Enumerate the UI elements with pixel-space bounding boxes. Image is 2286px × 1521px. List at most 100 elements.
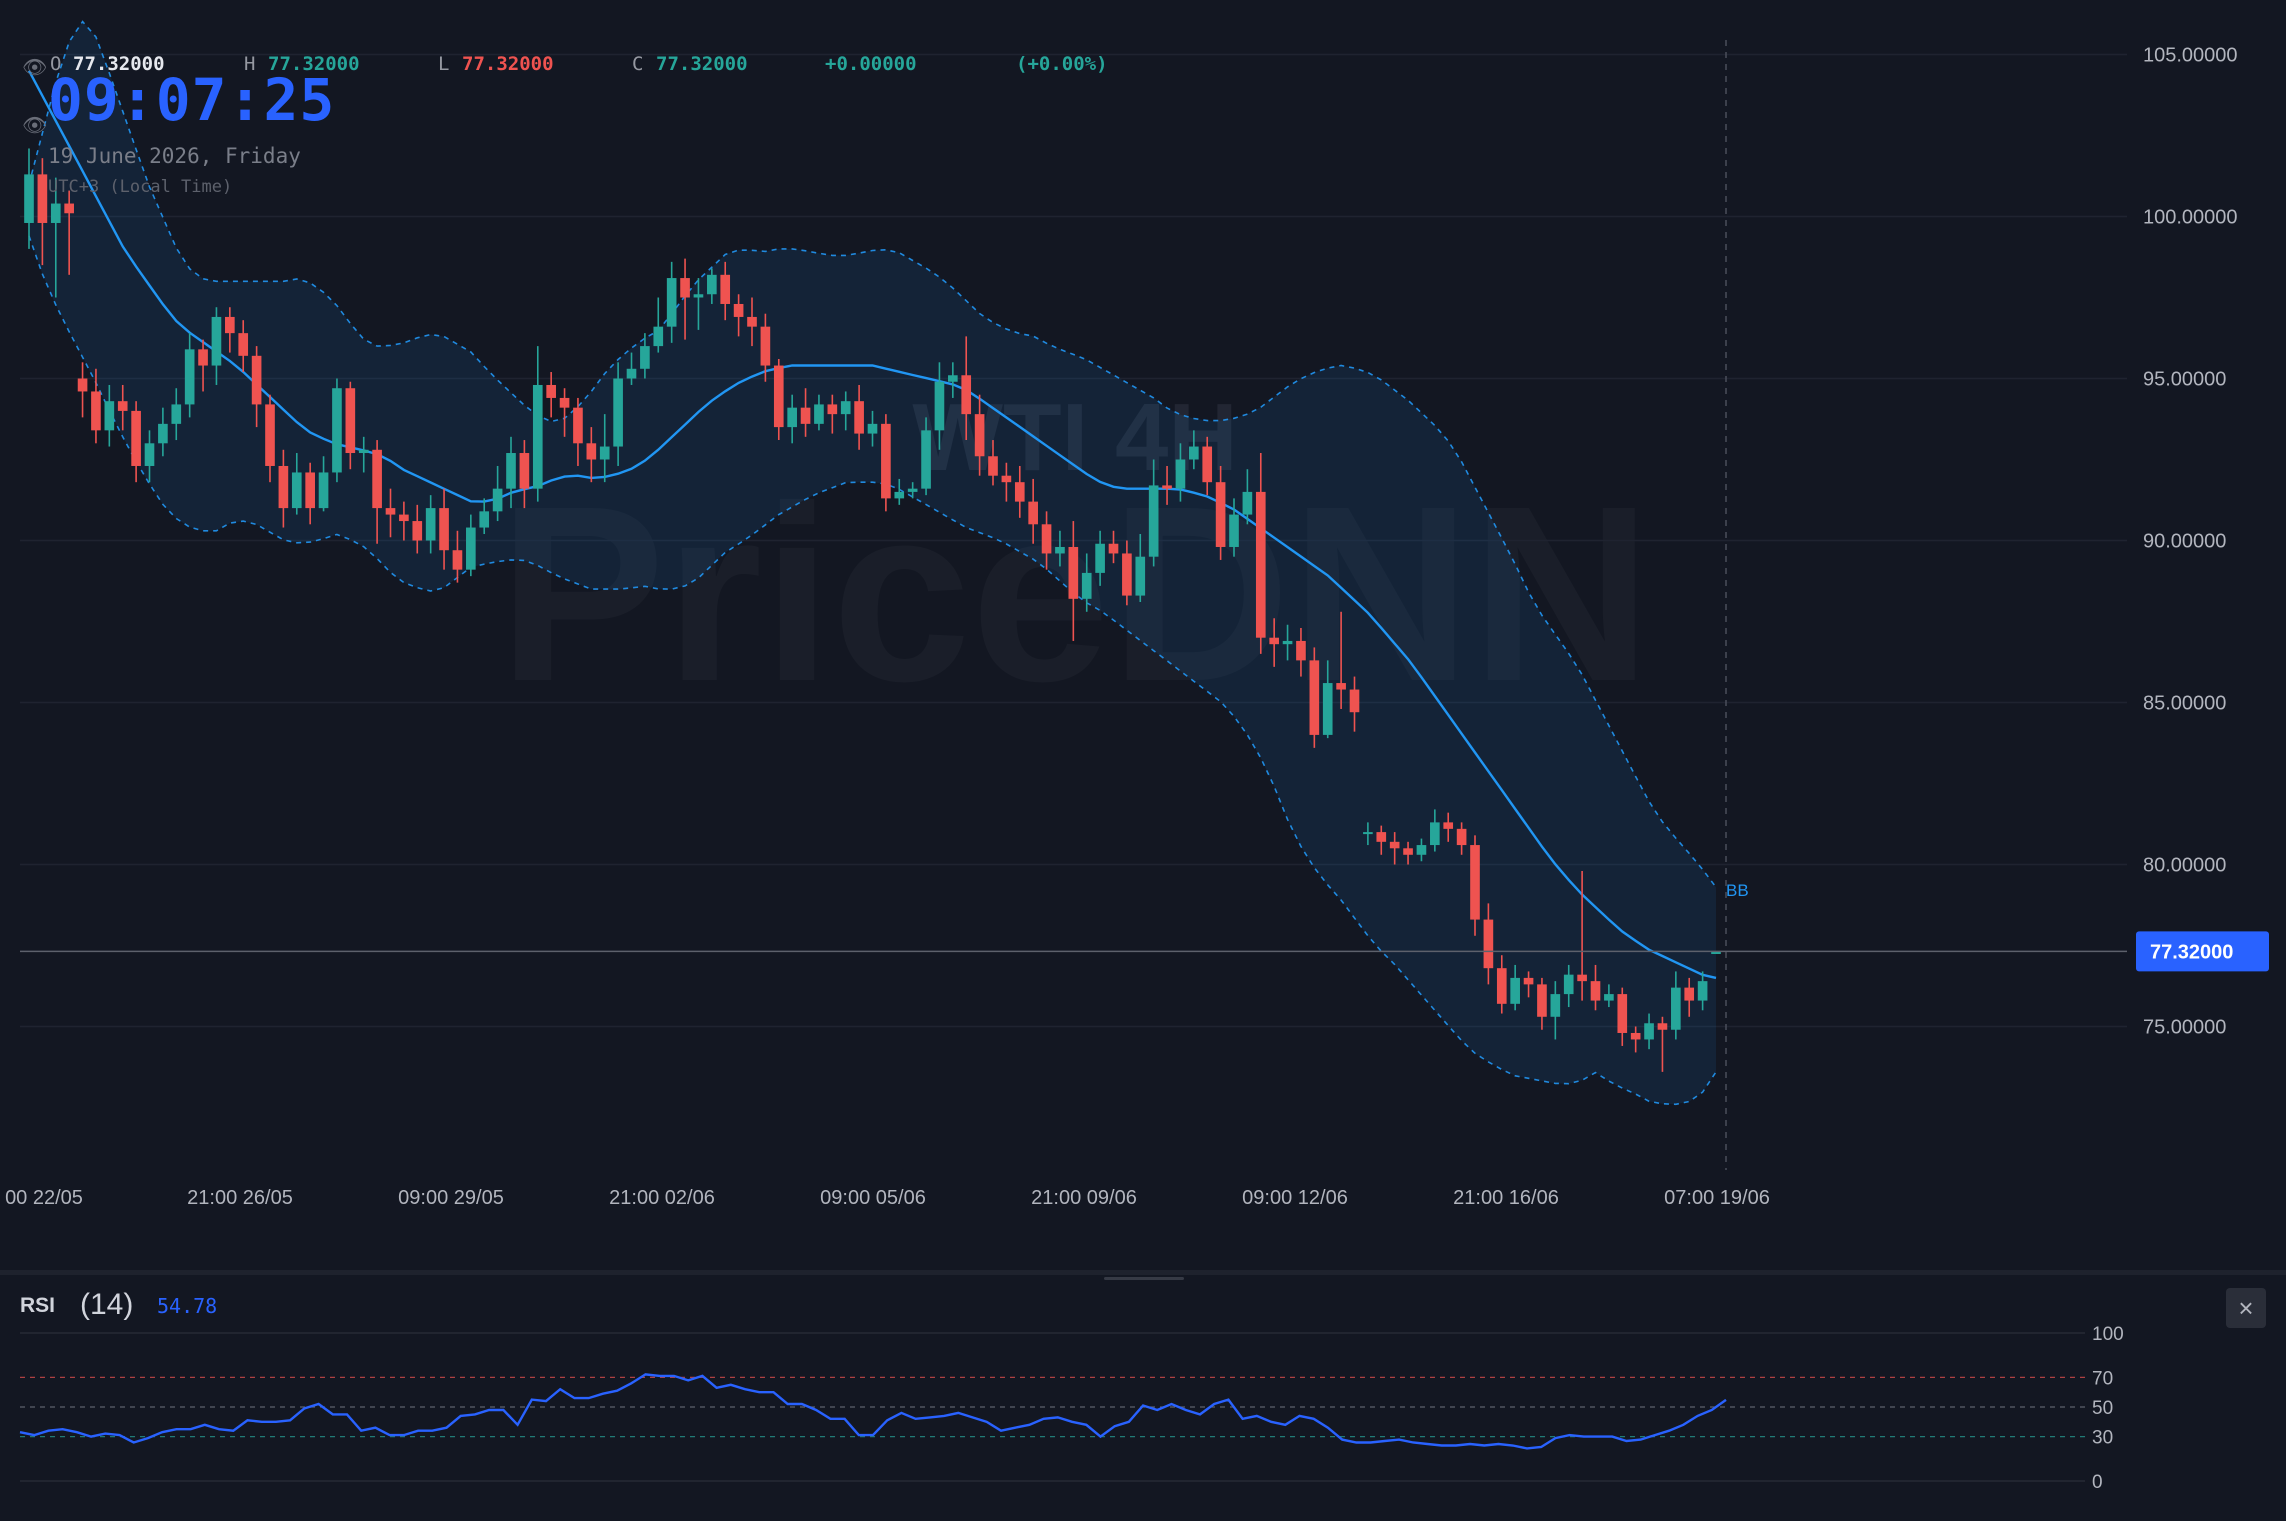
price-tick-label: 100.00000 bbox=[2143, 207, 2238, 229]
candle bbox=[680, 258, 690, 340]
ohlc-legend: 👁 O 77.32000 H 77.32000 L 77.32000 C 77.… bbox=[22, 53, 1108, 79]
candle bbox=[1389, 832, 1400, 865]
candle bbox=[171, 388, 182, 441]
bollinger-upper bbox=[28, 20, 1717, 888]
candle-body bbox=[599, 446, 610, 460]
candle bbox=[385, 488, 396, 538]
candle bbox=[586, 427, 597, 483]
pane-separator[interactable] bbox=[0, 1270, 2286, 1275]
time-axis[interactable]: 00 22/05 21:00 26/05 09:00 29/05 21:00 02/0… bbox=[5, 1187, 1770, 1209]
candle-body bbox=[345, 388, 356, 454]
time-tick-label: 09:00 12/06 bbox=[1242, 1187, 1348, 1209]
price-tick-label: 85.00000 bbox=[2143, 693, 2226, 715]
candle bbox=[158, 407, 168, 457]
candle bbox=[345, 381, 356, 470]
candle bbox=[144, 430, 155, 483]
candle bbox=[318, 456, 329, 512]
candle bbox=[1430, 809, 1440, 852]
candle bbox=[1671, 971, 1681, 1040]
candle-body bbox=[1496, 968, 1507, 1004]
candle-body bbox=[666, 278, 677, 327]
candle-body bbox=[974, 414, 985, 457]
candle bbox=[1510, 964, 1520, 1011]
eye-icon[interactable]: 👁 bbox=[22, 57, 47, 79]
candle-body bbox=[50, 203, 61, 223]
candle-body bbox=[733, 303, 744, 317]
candle bbox=[265, 394, 275, 483]
candle bbox=[1296, 627, 1306, 677]
candle-body bbox=[1590, 981, 1601, 1001]
candle bbox=[1496, 955, 1507, 1014]
rsi-name: RSI bbox=[20, 1294, 55, 1317]
candle-body bbox=[1255, 491, 1266, 638]
candle-body bbox=[358, 449, 369, 454]
candle-body bbox=[1470, 845, 1480, 920]
candle-body bbox=[506, 453, 516, 489]
candle bbox=[238, 320, 249, 373]
candle-body bbox=[988, 456, 998, 476]
candle-body bbox=[519, 453, 530, 489]
candle-body bbox=[1175, 459, 1186, 489]
candle-body bbox=[1095, 543, 1105, 573]
candle bbox=[64, 190, 74, 275]
candle-body bbox=[573, 407, 583, 444]
candle-body bbox=[1403, 848, 1413, 855]
candle-body bbox=[680, 278, 690, 298]
ohlc-close-value: 77.32000 bbox=[656, 53, 748, 75]
candle-body bbox=[1001, 475, 1012, 483]
ohlc-high-label: H bbox=[244, 53, 255, 75]
candle bbox=[1242, 469, 1253, 525]
eye-icon[interactable]: 👁 bbox=[22, 115, 47, 137]
price-axis[interactable]: 105.00000 100.00000 95.00000 90.00000 85.000… bbox=[2143, 45, 2238, 1039]
candle bbox=[251, 346, 262, 428]
candle-body bbox=[399, 514, 409, 522]
candle-body bbox=[291, 472, 302, 509]
clock-date: 19 June 2026, Friday bbox=[48, 144, 301, 168]
candle-body bbox=[184, 349, 195, 405]
candle-body bbox=[1189, 446, 1199, 460]
candle bbox=[1055, 530, 1065, 567]
candle-body bbox=[1389, 841, 1400, 849]
candle bbox=[1657, 1016, 1668, 1072]
rsi-level-label: 100 bbox=[2092, 1324, 2124, 1345]
candle-body bbox=[385, 508, 396, 515]
candle bbox=[399, 501, 409, 541]
candle-body bbox=[1443, 822, 1454, 829]
rsi-pane[interactable]: 100 70 50 30 0 bbox=[19, 1324, 2124, 1493]
candle-body bbox=[1122, 553, 1132, 596]
candle bbox=[666, 261, 677, 343]
candle-body bbox=[1108, 543, 1119, 554]
candle-body bbox=[559, 397, 570, 408]
candle bbox=[1617, 987, 1628, 1046]
candle bbox=[626, 352, 637, 385]
candle bbox=[1456, 822, 1467, 855]
candle bbox=[1028, 478, 1038, 544]
candle bbox=[573, 397, 583, 466]
close-rsi-button[interactable]: × bbox=[2226, 1288, 2266, 1328]
candle bbox=[1644, 1013, 1654, 1050]
time-tick-label: 21:00 09/06 bbox=[1031, 1187, 1137, 1209]
candle bbox=[358, 436, 369, 473]
candle bbox=[1215, 465, 1226, 560]
candle bbox=[961, 336, 972, 441]
candle-body bbox=[77, 378, 88, 392]
candle bbox=[24, 148, 34, 249]
candle bbox=[479, 498, 490, 535]
candle-body bbox=[91, 391, 101, 431]
candle bbox=[1322, 660, 1333, 739]
candle bbox=[559, 388, 570, 437]
candle-body bbox=[613, 378, 623, 447]
candle-body bbox=[439, 508, 449, 551]
candle-body bbox=[171, 404, 182, 424]
pane-resize-handle[interactable] bbox=[1104, 1277, 1184, 1280]
candle-body bbox=[814, 404, 824, 424]
candle-body bbox=[1604, 994, 1614, 1001]
candle-body bbox=[1416, 845, 1427, 855]
candle-body bbox=[1081, 572, 1092, 599]
bollinger-fill bbox=[29, 21, 1716, 1105]
clock-time: 09:07:25 bbox=[48, 66, 335, 134]
candlestick-series bbox=[24, 148, 1721, 1072]
bollinger-label[interactable]: BB bbox=[1726, 881, 1749, 900]
candle-body bbox=[720, 274, 731, 304]
